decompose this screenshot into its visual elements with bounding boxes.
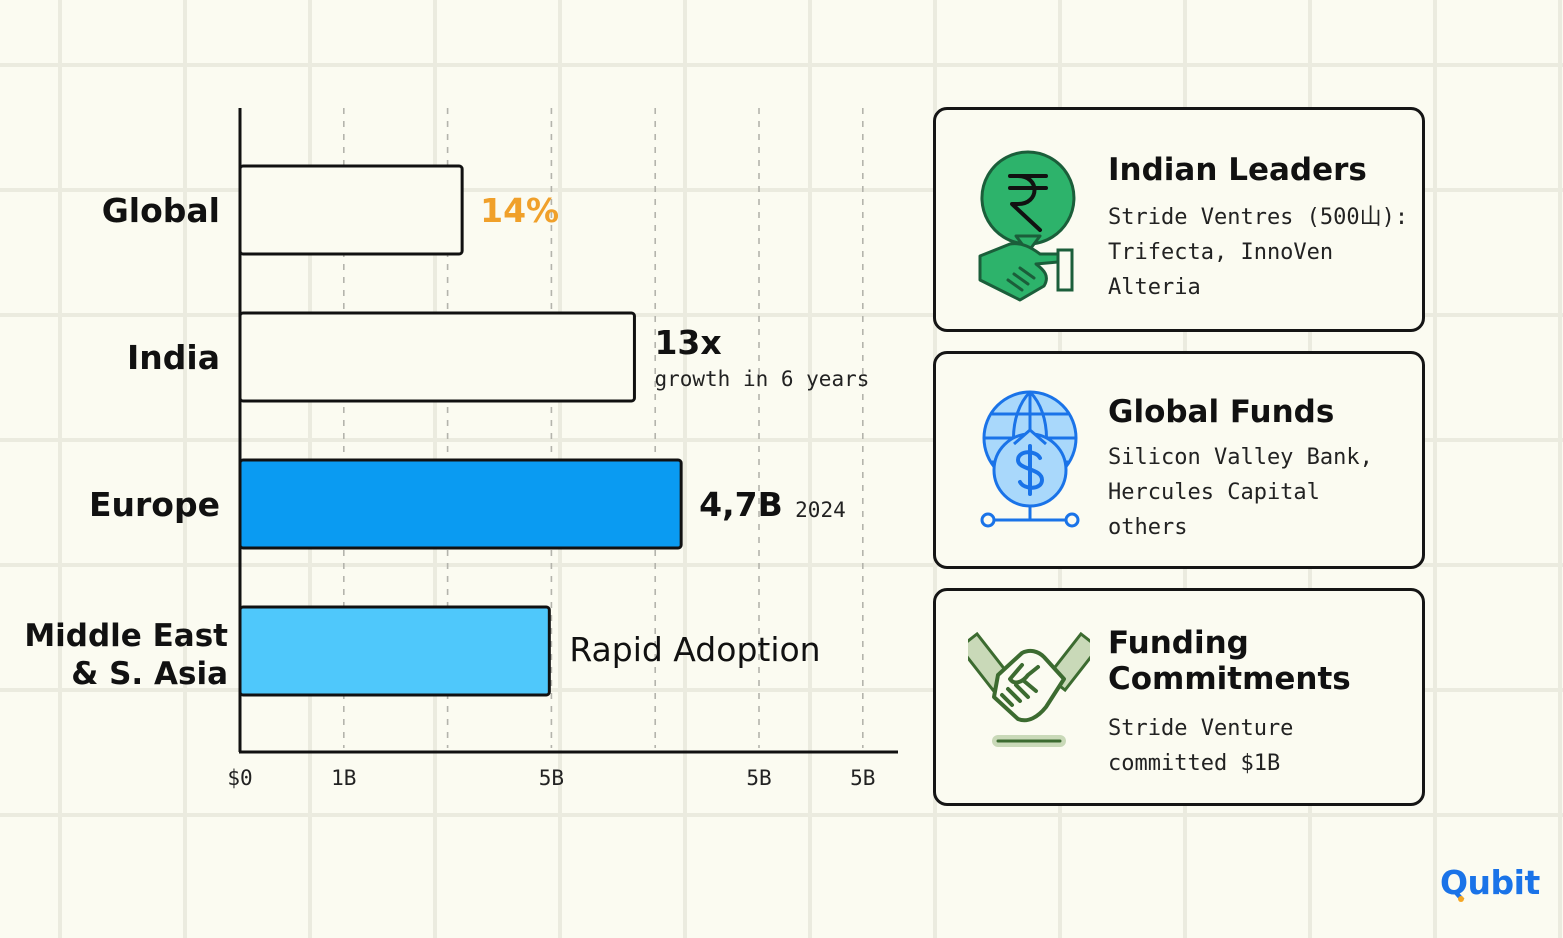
x-tick-label: 1B xyxy=(331,766,356,790)
bars xyxy=(238,164,683,697)
annotation-india-sub: growth in 6 years xyxy=(654,367,869,391)
axes xyxy=(238,108,898,754)
card-funding-commitments: Funding Commitments Stride Venture commi… xyxy=(933,588,1425,806)
annotation-global: 14% xyxy=(480,191,559,230)
category-label: Europe xyxy=(89,485,220,524)
bar-middle-east-s-asia xyxy=(238,605,551,697)
card-body: Silicon Valley Bank, Hercules Capital ot… xyxy=(1108,445,1373,540)
rupee-handshake-icon xyxy=(978,150,1076,302)
category-label: India xyxy=(127,338,220,377)
category-label: Global xyxy=(102,191,220,230)
annotation-india: 13x xyxy=(654,323,721,362)
labels: $0 1B 5B 5B 5B Global India Europe Middle East & … xyxy=(24,191,875,790)
x-tick-label: 5B xyxy=(539,766,564,790)
annotation-europe: 4,7B xyxy=(699,485,783,524)
globe-dollar-icon xyxy=(980,390,1080,528)
card-global-funds: Global Funds Silicon Valley Bank, Hercul… xyxy=(933,351,1425,569)
bar-india xyxy=(238,311,636,403)
card-title: Indian Leaders xyxy=(1108,152,1367,188)
bar-europe xyxy=(238,458,683,550)
x-tick-label: 5B xyxy=(850,766,875,790)
bar-global xyxy=(238,164,464,256)
card-body: Stride Venture committed $1B xyxy=(1108,716,1294,776)
x-tick-label: $0 xyxy=(227,766,252,790)
annotation-middle-east: Rapid Adoption xyxy=(569,630,820,669)
bar-chart: $0 1B 5B 5B 5B Global India Europe Middle East & … xyxy=(24,108,898,790)
annotation-europe-sub: 2024 xyxy=(795,498,846,522)
x-tick-label: 5B xyxy=(746,766,771,790)
card-title: Global Funds xyxy=(1108,394,1335,430)
brand-logo-dot xyxy=(1458,896,1464,902)
brand-logo: Qubit xyxy=(1440,863,1540,902)
card-indian-leaders: Indian Leaders Stride Ventres (500山): Tr… xyxy=(933,107,1425,332)
category-label: Middle East & S. Asia xyxy=(24,618,228,692)
card-title: Funding Commitments xyxy=(1108,625,1351,697)
card-body: Stride Ventres (500山): Trifecta, InnoVen… xyxy=(1108,205,1409,300)
handshake-icon xyxy=(968,631,1090,747)
